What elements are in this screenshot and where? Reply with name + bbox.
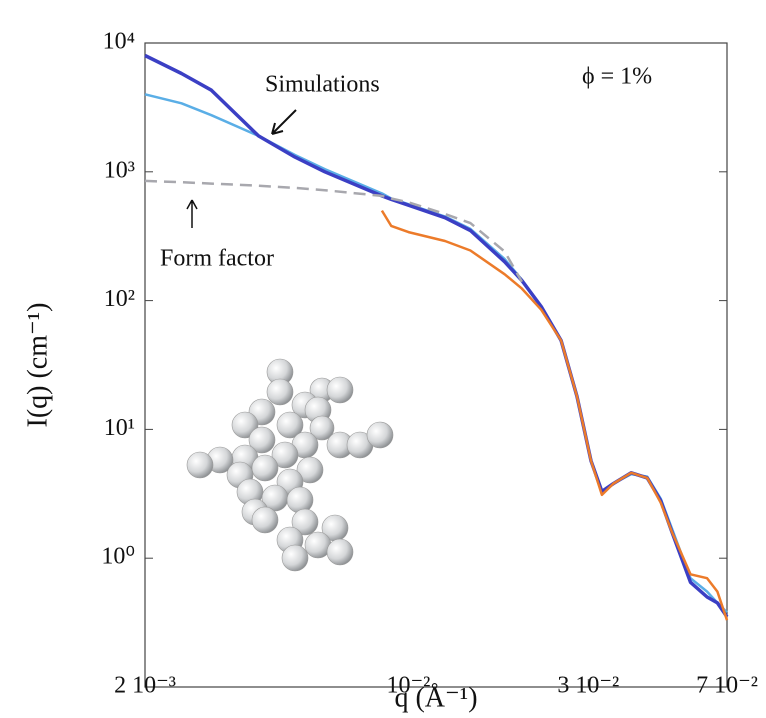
x-tick-label: 2 10⁻³ [114, 673, 176, 699]
series-line [380, 209, 729, 621]
plot-area [144, 53, 729, 621]
x-tick-label: 7 10⁻² [696, 673, 758, 699]
y-tick-label: 10¹ [104, 415, 135, 441]
series-line [144, 179, 523, 283]
annotation: ϕ = 1% [582, 64, 652, 90]
y-tick-label: 10⁴ [103, 29, 135, 55]
y-axis-title: I(q) (cm⁻¹) [22, 302, 53, 427]
arrow [186, 199, 198, 228]
x-tick-label: 3 10⁻² [557, 673, 619, 699]
arrow [271, 109, 297, 135]
annotation: Simulations [265, 72, 380, 98]
plot-frame [144, 42, 728, 688]
y-tick-label: 10⁰ [101, 544, 135, 570]
cluster-illustration [186, 358, 394, 572]
annotation: Form factor [160, 246, 274, 272]
y-tick-label: 10³ [104, 157, 135, 183]
x-tick-label: 10⁻² [387, 673, 431, 699]
series-line [144, 93, 728, 614]
series-line [144, 53, 729, 618]
y-tick-label: 10² [104, 286, 135, 312]
x-axis-title: q (Å⁻¹) [394, 682, 477, 713]
